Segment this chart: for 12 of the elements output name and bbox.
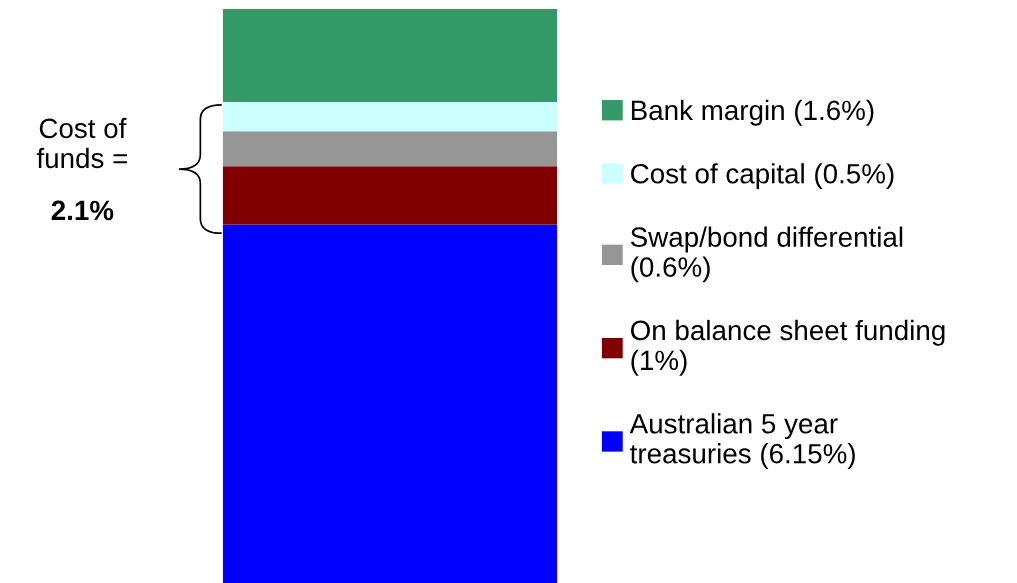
bar <box>222 8 558 102</box>
bar <box>222 166 558 225</box>
text: Cost of funds = <box>36 117 127 169</box>
text: 2.1% <box>51 200 114 221</box>
legend-label: Bank margin (1.6%) <box>631 99 874 126</box>
bar <box>222 224 558 583</box>
bar <box>222 131 558 167</box>
legend-label: Australian 5 year treasuries (6.15%) <box>629 413 855 469</box>
legend-label: On balance sheet funding (1%) <box>630 319 945 376</box>
bar <box>222 102 558 132</box>
legend-label: Cost of capital (0.5%) <box>631 163 894 190</box>
legend-label: Swap/bond differential (0.6%) <box>630 226 903 283</box>
